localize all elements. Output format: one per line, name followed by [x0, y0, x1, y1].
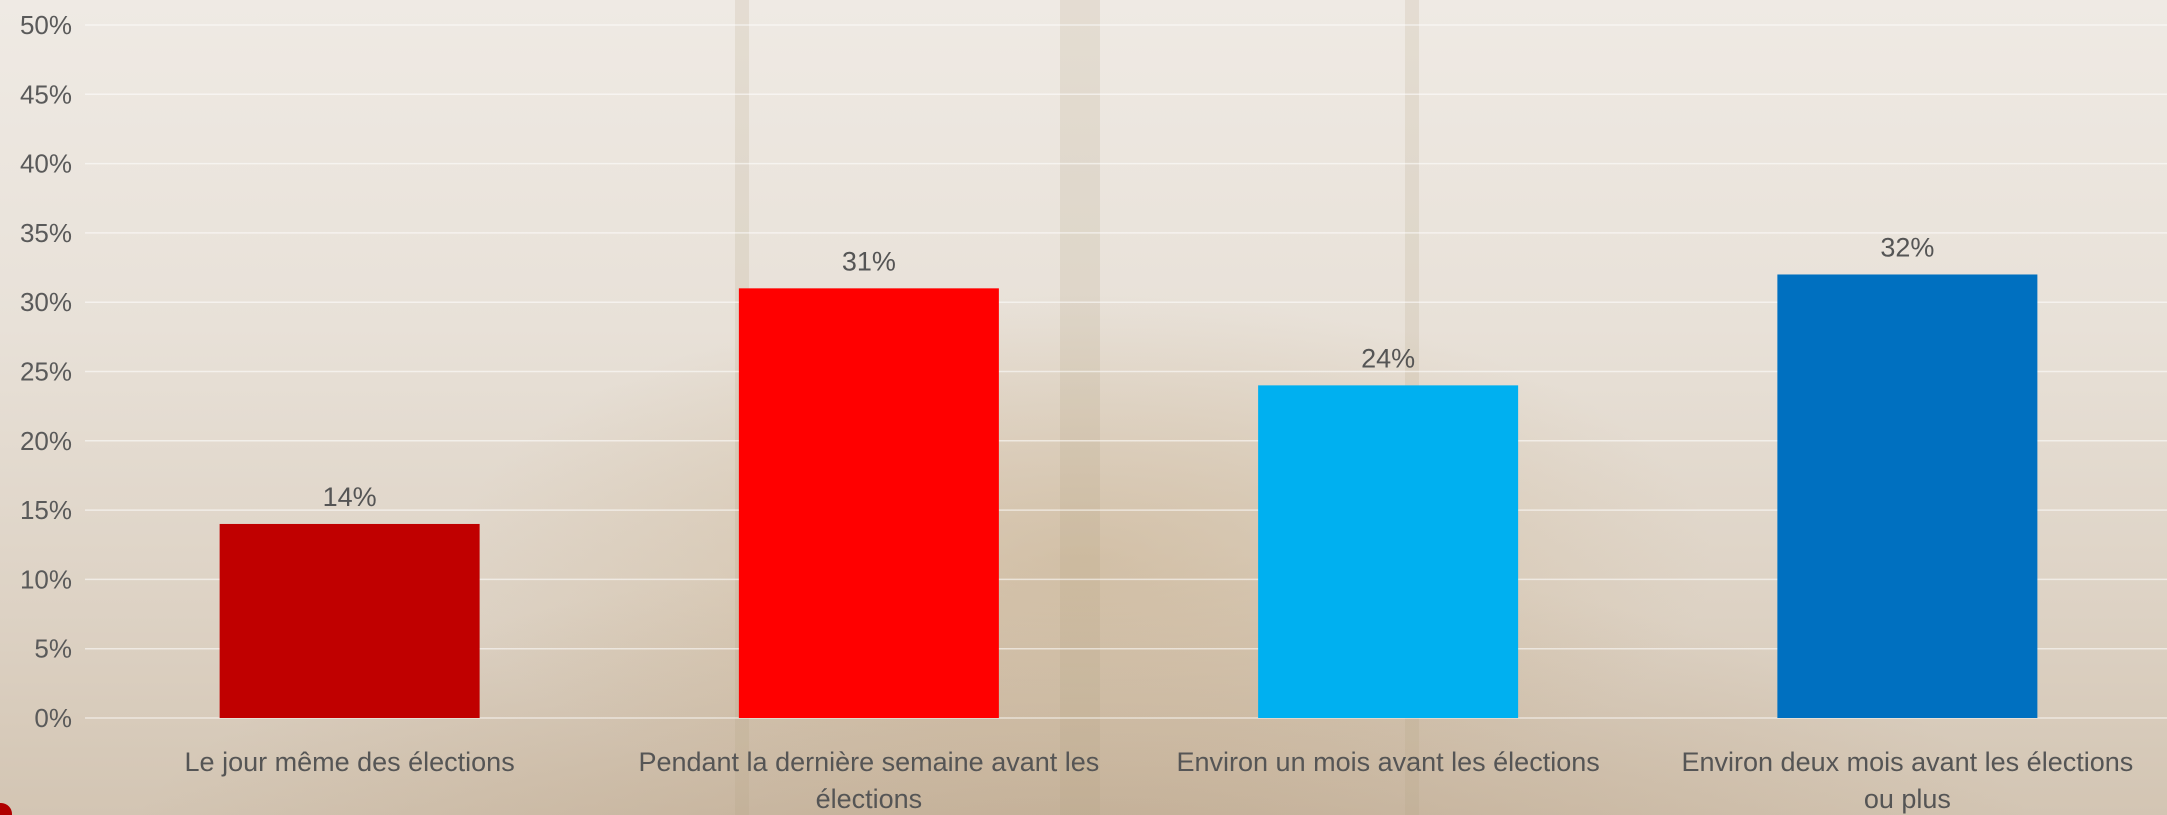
x-category-label: Pendant la dernière semaine avant les éle…: [638, 747, 1099, 814]
x-category-label: Le jour même des élections: [185, 747, 515, 777]
background-pillar: [1060, 0, 1100, 815]
data-label: 32%: [1880, 232, 1934, 262]
x-category-label-line: Environ un mois avant les élections: [1177, 747, 1600, 777]
data-label: 24%: [1361, 343, 1415, 373]
x-category-label-line: élections: [816, 784, 923, 814]
bar-3: [1258, 385, 1519, 718]
data-labels: 14% 31% 24% 32%: [323, 232, 1935, 511]
x-category-label-line: Le jour même des élections: [185, 747, 515, 777]
bar-1: [219, 523, 480, 718]
y-tick-label: 45%: [20, 79, 72, 109]
y-tick-label: 20%: [20, 426, 72, 456]
bar-4: [1777, 274, 2038, 718]
y-tick-label: 35%: [20, 218, 72, 248]
y-tick-label: 15%: [20, 495, 72, 525]
x-category-label: Environ un mois avant les élections: [1177, 747, 1600, 777]
y-tick-label: 0%: [34, 703, 72, 733]
bars: [219, 274, 2038, 718]
y-tick-label: 50%: [20, 10, 72, 40]
y-axis: 0% 5% 10% 15% 20% 25% 30% 35% 40% 45% 50%: [20, 10, 72, 733]
data-label: 31%: [842, 246, 896, 276]
corner-logo-mark: [0, 803, 12, 815]
y-tick-label: 5%: [34, 634, 72, 664]
x-category-label-line: Environ deux mois avant les élections: [1682, 747, 2134, 777]
y-tick-label: 25%: [20, 357, 72, 387]
bar-2: [738, 288, 999, 718]
x-axis: Le jour même des élections Pendant la der…: [185, 747, 2134, 814]
y-tick-label: 40%: [20, 149, 72, 179]
y-tick-label: 30%: [20, 287, 72, 317]
data-label: 14%: [323, 482, 377, 512]
x-category-label-line: Pendant la dernière semaine avant les: [638, 747, 1099, 777]
x-category-label-line: ou plus: [1864, 784, 1951, 814]
x-category-label: Environ deux mois avant les élections ou …: [1682, 747, 2134, 814]
y-tick-label: 10%: [20, 564, 72, 594]
